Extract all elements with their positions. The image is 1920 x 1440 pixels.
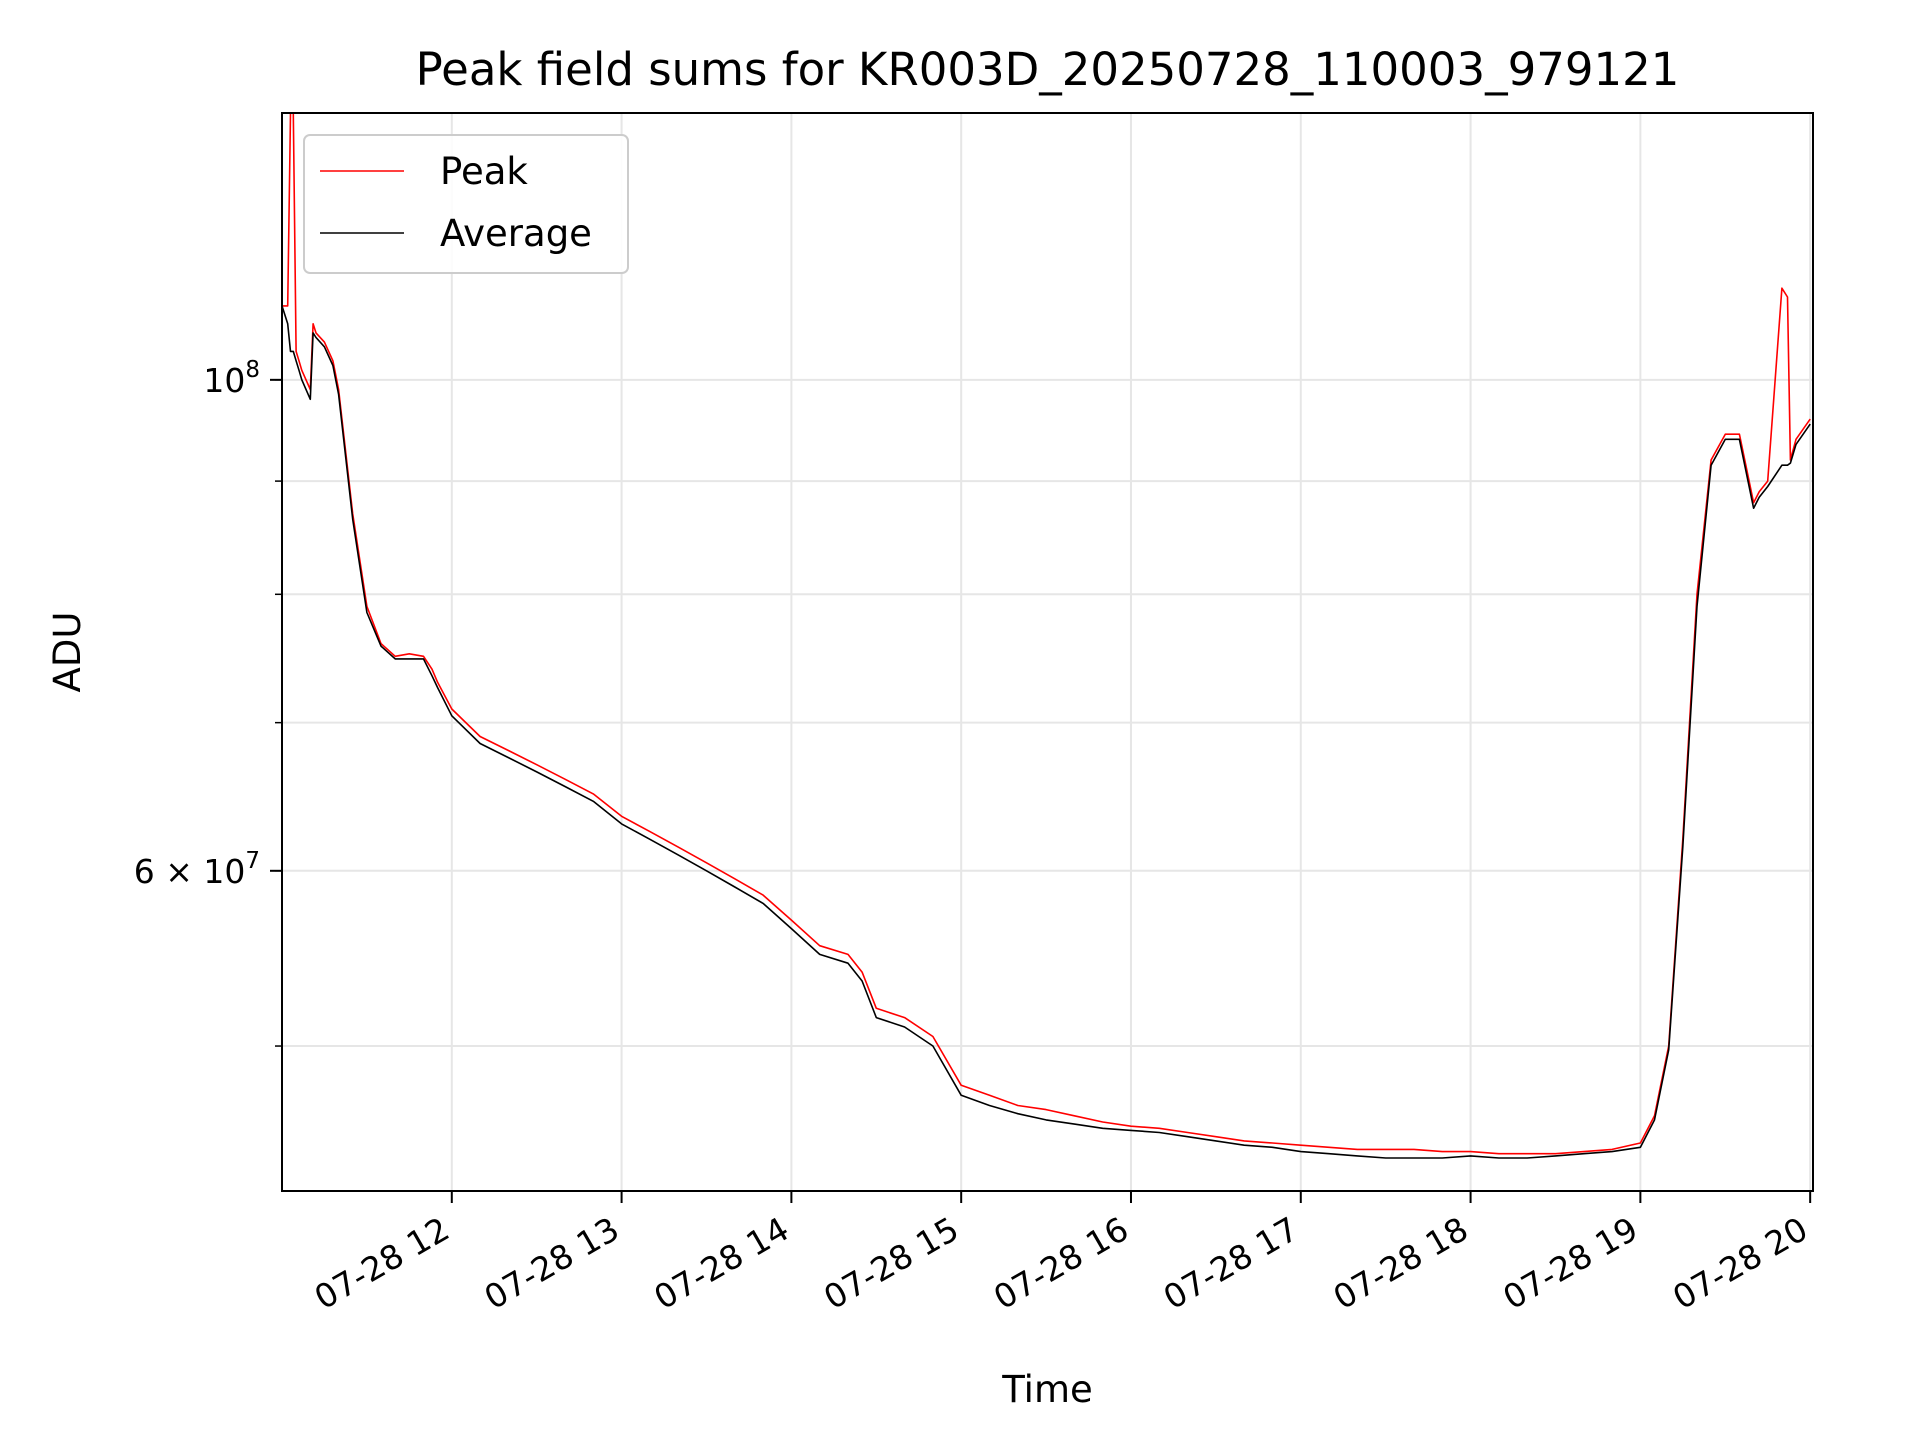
y-axis-label: ADU	[46, 612, 89, 693]
legend: Peak Average	[303, 134, 629, 274]
y-tick-label: 108	[203, 357, 260, 400]
y-tick-label: 6 × 107	[134, 848, 260, 891]
grid	[282, 113, 1813, 1191]
legend-label-peak: Peak	[440, 150, 528, 193]
x-axis-label: Time	[1001, 1368, 1093, 1411]
legend-label-average: Average	[440, 212, 592, 255]
series-line-average	[281, 305, 1811, 1159]
series-layer	[281, 112, 1811, 1159]
plot-frame	[281, 112, 1814, 1192]
legend-box	[303, 134, 629, 274]
chart-title: Peak field sums for KR003D_20250728_1100…	[416, 43, 1680, 96]
